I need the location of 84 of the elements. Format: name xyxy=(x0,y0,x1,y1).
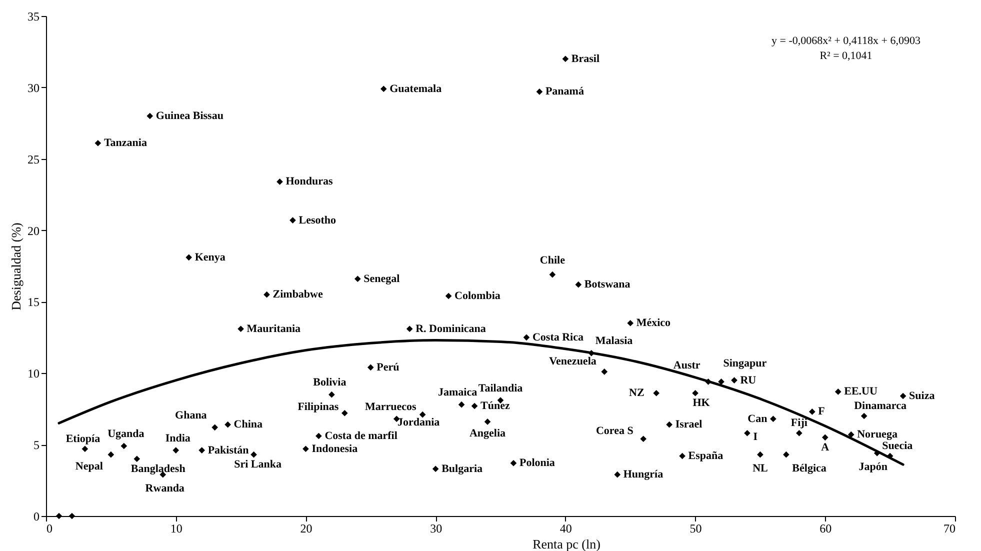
x-axis-title: Renta pc (ln) xyxy=(532,536,600,551)
data-label: EE.UU xyxy=(844,386,878,398)
data-label: Dinamarca xyxy=(854,400,907,412)
data-label: F xyxy=(818,406,826,418)
data-label: Senegal xyxy=(364,272,400,285)
data-label: Chile xyxy=(540,254,566,267)
annotation: y = -0,0068x² + 0,4118x + 6,0903 xyxy=(772,35,921,47)
data-label: Marruecos xyxy=(364,400,417,413)
data-label: Suecia xyxy=(882,440,914,452)
y-tick-label: 30 xyxy=(28,80,40,95)
data-label: Hungría xyxy=(623,468,664,481)
data-label: Rwanda xyxy=(145,482,185,495)
data-label: Singapur xyxy=(723,358,767,370)
data-label: Costa Rica xyxy=(532,331,584,344)
data-label: A xyxy=(821,441,830,454)
data-label: Costa de marfil xyxy=(324,430,398,442)
x-tick-label: 40 xyxy=(560,522,572,536)
data-label: Bulgaria xyxy=(442,462,484,475)
data-label: China xyxy=(234,418,264,431)
data-label: Polonia xyxy=(519,457,556,470)
data-label: Tailandia xyxy=(478,382,524,394)
data-label: Perú xyxy=(376,361,400,374)
data-label: Zimbabwe xyxy=(272,288,323,301)
data-label: Pakistán xyxy=(208,444,249,456)
x-tick-label: 60 xyxy=(820,522,832,536)
data-label: RU xyxy=(740,374,756,386)
data-label: Suiza xyxy=(909,390,936,402)
y-tick-label: 5 xyxy=(34,438,40,452)
y-tick-label: 10 xyxy=(28,366,40,381)
data-label: Malasia xyxy=(595,335,634,348)
data-label: Kenya xyxy=(194,251,226,264)
y-tick-label: 20 xyxy=(28,224,40,238)
data-label: Bélgica xyxy=(792,462,827,475)
data-label: Austr xyxy=(673,360,700,372)
data-label: Botswana xyxy=(584,278,631,291)
annotation: R² = 0,1041 xyxy=(820,50,872,62)
data-label: Panamá xyxy=(545,86,584,98)
data-label: México xyxy=(636,317,672,330)
data-label: I xyxy=(753,431,758,444)
x-tick-label: 70 xyxy=(944,522,956,536)
data-label: NZ xyxy=(629,387,644,400)
data-label: Sri Lanka xyxy=(234,458,282,471)
data-label: Brasil xyxy=(571,52,600,65)
x-tick-label: 30 xyxy=(430,522,442,536)
data-label: Honduras xyxy=(286,176,334,188)
data-label: España xyxy=(688,450,724,462)
data-label: India xyxy=(165,432,191,444)
y-tick-label: 0 xyxy=(34,510,40,524)
data-label: Jamaica xyxy=(438,386,478,399)
data-label: Tanzania xyxy=(104,137,148,150)
data-label: Japón xyxy=(858,461,888,474)
data-label: Angelia xyxy=(469,428,506,440)
data-label: Guinea Bissau xyxy=(156,110,224,122)
data-label: Filipinas xyxy=(298,401,340,414)
x-tick-label: 20 xyxy=(300,522,312,536)
data-label: Nepal xyxy=(75,460,103,473)
data-label: Bolivia xyxy=(313,376,347,389)
data-label: Colombia xyxy=(454,290,501,302)
data-label: Uganda xyxy=(108,428,145,440)
data-label: R. Dominicana xyxy=(416,322,486,335)
data-label: Can xyxy=(748,412,768,425)
x-tick-label: 0 xyxy=(46,522,52,536)
data-label: Venezuela xyxy=(549,356,597,368)
data-label: Guatemala xyxy=(390,82,442,95)
data-label: Bangladesh xyxy=(130,462,186,475)
x-tick-label: 10 xyxy=(170,522,182,536)
data-label: Ghana xyxy=(175,409,208,422)
data-label: Jordania xyxy=(397,416,440,429)
data-label: HK xyxy=(692,397,710,410)
y-tick-label: 35 xyxy=(28,10,40,24)
data-label: NL xyxy=(752,462,768,475)
data-label: Corea S xyxy=(596,424,634,437)
data-label: Lesotho xyxy=(298,214,337,226)
y-tick-label: 25 xyxy=(28,152,40,166)
data-label: Etiopía xyxy=(66,432,101,445)
y-axis-title: Desigualdad (%) xyxy=(8,222,24,310)
data-label: Fiji xyxy=(790,417,808,430)
y-tick-label: 15 xyxy=(28,295,40,310)
data-label: Indonesia xyxy=(312,442,358,455)
data-label: Túnez xyxy=(480,400,510,412)
data-label: Noruega xyxy=(857,428,898,441)
data-label: Mauritania xyxy=(246,322,302,335)
x-tick-label: 50 xyxy=(690,522,702,536)
data-label: Israel xyxy=(675,418,702,431)
